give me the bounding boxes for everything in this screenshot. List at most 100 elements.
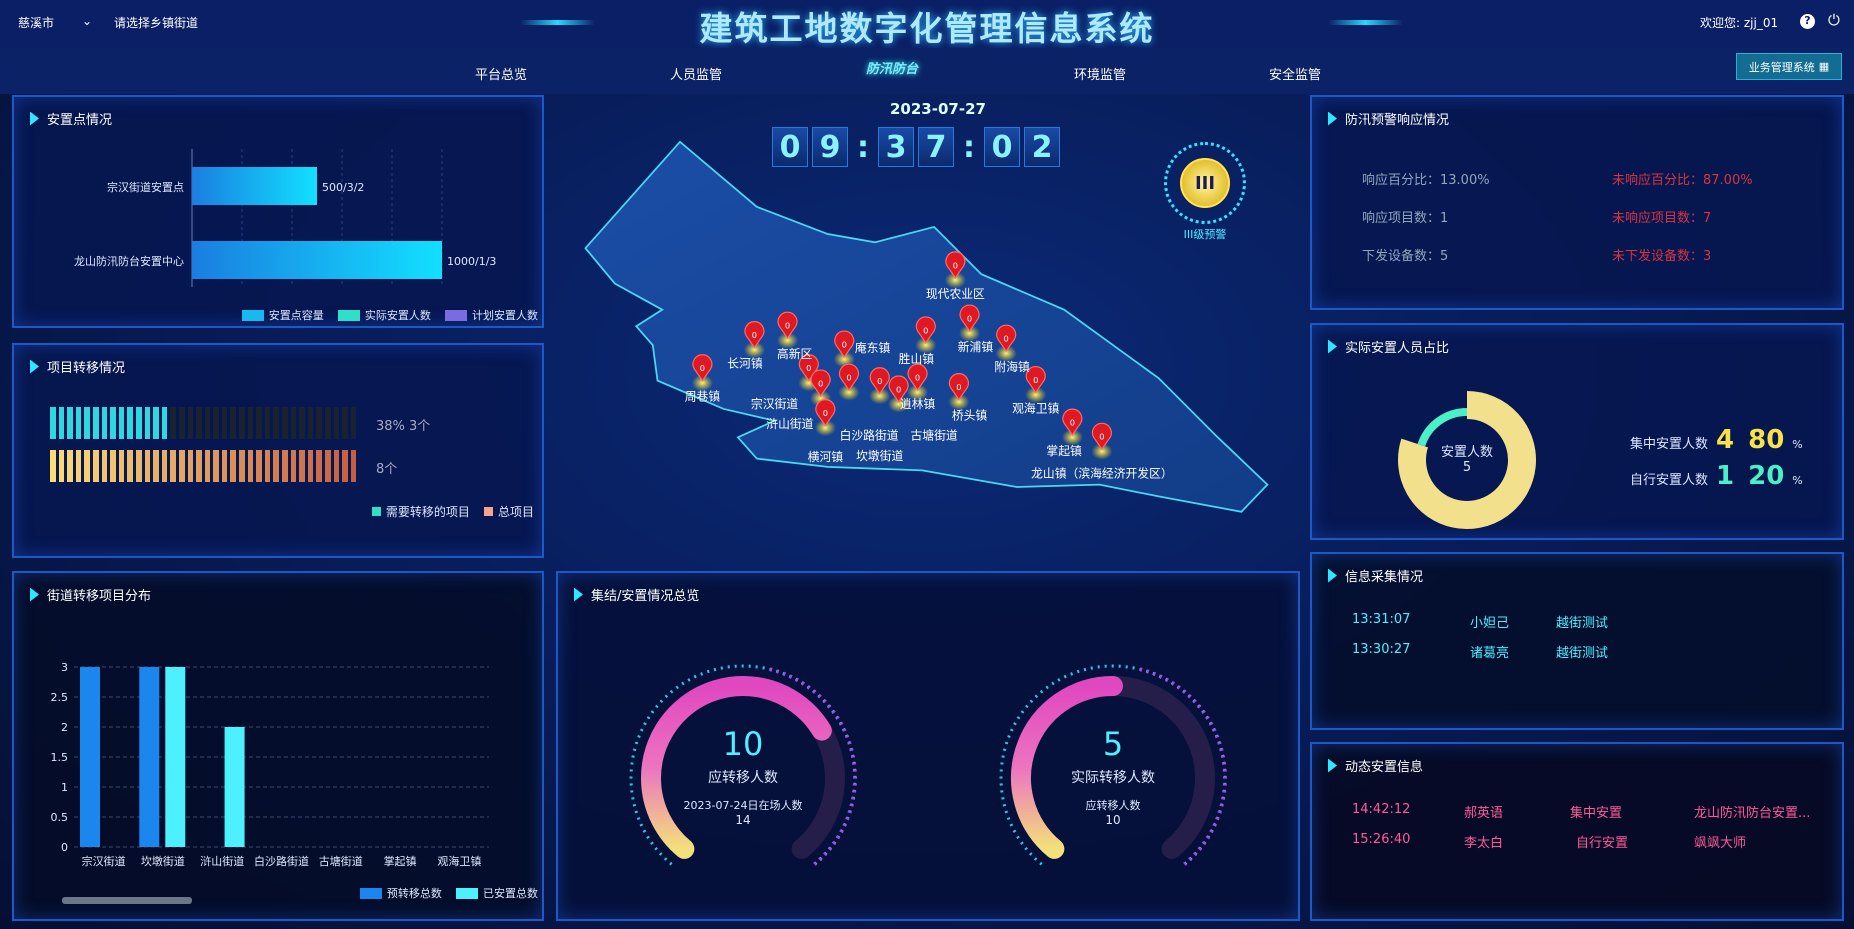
warning-level-badge[interactable]: III III级预警 <box>1140 140 1270 250</box>
gauge-expected: 10 应转移人数 2023-07-24日在场人数 14 <box>648 725 838 827</box>
city-select[interactable]: 慈溪市 <box>18 16 55 30</box>
gauge-sub-label: 2023-07-24日在场人数 <box>683 799 803 812</box>
welcome-user: 欢迎您: zjj_01 <box>1700 16 1779 30</box>
progress-segment <box>333 407 340 439</box>
need-transfer-value: 38% 3个 <box>376 419 431 434</box>
progress-segment <box>239 407 245 439</box>
place-label: 桥头镇 <box>952 409 988 423</box>
progress-segment <box>178 407 185 439</box>
business-system-button[interactable]: 业务管理系统 ▦ <box>1736 53 1842 80</box>
pin-glow <box>948 393 970 411</box>
chevron-down-icon[interactable]: ⌄ <box>82 14 93 28</box>
place-label: 浒山街道 <box>766 417 813 431</box>
pin-count: 0 <box>877 376 882 386</box>
map-pin-icon <box>869 367 890 395</box>
progress-segment <box>135 450 142 482</box>
progress-segment <box>170 450 176 482</box>
legend-item: 总项目 <box>483 503 534 520</box>
progress-segment <box>110 407 116 439</box>
title-marker-icon <box>574 587 583 602</box>
progress-segment <box>50 450 56 482</box>
progress-segment <box>264 450 271 482</box>
place-label: 古塘街道 <box>910 429 957 443</box>
tab-platform-overview[interactable]: 平台总览 <box>475 68 528 83</box>
shelter-bar-chart: 宗汉街道安置点 500/3/2 龙山防汛防台安置中心 1000/1/3 <box>74 149 496 287</box>
tab-safety[interactable]: 安全监管 <box>1269 68 1322 83</box>
pin-glow <box>1061 429 1084 446</box>
gauge-sub-label: 应转移人数 <box>1085 799 1141 812</box>
pin-glow <box>995 345 1017 362</box>
y-tick-label: 0.5 <box>51 811 69 824</box>
pin-count: 0 <box>1070 417 1075 427</box>
transfer-panel: 项目转移情况 38% 3个 8个 需要转移的项目 总项目 <box>12 343 544 558</box>
pin-count: 0 <box>752 330 757 340</box>
response-count: 响应项目数：1 <box>1362 211 1449 226</box>
town-select[interactable]: 请选择乡镇街道 <box>114 16 199 30</box>
clock-display: 0 9 : 3 7 : 0 2 <box>772 127 1060 167</box>
pin-glow <box>958 325 981 342</box>
place-label: 庵东镇 <box>855 341 891 355</box>
title-marker-icon <box>1328 758 1337 773</box>
progress-segment <box>118 407 125 439</box>
title-marker-icon <box>30 111 39 126</box>
place-label: 龙山镇（滨海经济开发区） <box>1031 467 1173 481</box>
progress-segment <box>239 450 245 482</box>
progress-segment <box>256 450 262 482</box>
map-pin-icon <box>810 369 831 397</box>
y-tick-label: 2 <box>61 721 68 734</box>
date-display: 2023-07-27 <box>890 100 986 118</box>
title-marker-icon <box>30 587 39 602</box>
map-pin-icon <box>959 304 980 332</box>
transfer-legend: 需要转移的项目 总项目 <box>362 503 534 520</box>
progress-segment <box>350 407 357 439</box>
place-label: 现代农业区 <box>926 287 985 301</box>
progress-segment <box>221 407 228 439</box>
bar-settled <box>165 667 186 847</box>
progress-segment <box>299 407 305 439</box>
clock-digit: 0 <box>984 127 1020 167</box>
devices-sent: 下发设备数：5 <box>1362 249 1449 264</box>
panel-title: 街道转移项目分布 <box>47 589 152 604</box>
donut-slice <box>1417 408 1468 447</box>
progress-segment <box>127 450 133 482</box>
street-panel: 街道转移项目分布 0 0.5 1 1.5 2 2.5 3 宗汉街道 坎墩街道 浒山街道 白沙路街道古… <box>12 571 544 921</box>
ratio-row-self: 自行安置人数 1 20% <box>1630 461 1803 491</box>
pin-count: 0 <box>818 378 823 388</box>
help-icon[interactable]: ? <box>1800 14 1815 29</box>
main-nav: 平台总览 人员监管 防汛防台 环境监管 安全监管 <box>0 48 1854 94</box>
pin-count: 0 <box>1099 432 1104 442</box>
progress-segment <box>273 407 280 439</box>
need-transfer-progress <box>50 407 357 439</box>
panel-title: 项目转移情况 <box>47 361 126 376</box>
progress-segment <box>256 407 262 439</box>
pin-glow <box>869 387 891 405</box>
gauge-value: 10 <box>722 725 764 763</box>
place-label: 新浦镇 <box>958 340 994 354</box>
title-marker-icon <box>1328 339 1337 354</box>
power-icon[interactable]: ⏻ <box>1828 11 1840 29</box>
place-label: 高新区 <box>777 347 813 361</box>
pin-glow <box>838 384 860 401</box>
ratio-donut <box>1398 391 1536 529</box>
map-pin-icon <box>744 321 765 349</box>
header-decoration <box>1328 20 1403 25</box>
tab-environment[interactable]: 环境监管 <box>1074 68 1127 83</box>
tab-personnel[interactable]: 人员监管 <box>670 68 723 83</box>
tab-flood-control[interactable]: 防汛防台 <box>866 62 919 77</box>
shelter-legend: 安置点容量 实际安置人数 计划安置人数 <box>232 307 538 325</box>
pin-count: 0 <box>846 373 851 383</box>
map-pin-icon <box>948 373 969 401</box>
progress-segment <box>299 450 305 482</box>
dynamic-panel: 动态安置信息 14:42:12 郝英语 集中安置 龙山防汛防台安置... 15:26:… <box>1310 742 1844 921</box>
pin-count: 0 <box>842 339 847 349</box>
y-tick-label: 2.5 <box>51 691 69 704</box>
chart-zoom-slider[interactable] <box>62 897 192 904</box>
progress-segment <box>75 450 82 482</box>
donut-center: 安置人数 5 <box>1392 441 1542 475</box>
progress-segment <box>342 407 348 439</box>
progress-segment <box>213 407 219 439</box>
total-projects-value: 8个 <box>376 462 398 477</box>
pin-count: 0 <box>806 363 811 373</box>
x-tick-label: 观海卫镇 <box>437 854 481 868</box>
